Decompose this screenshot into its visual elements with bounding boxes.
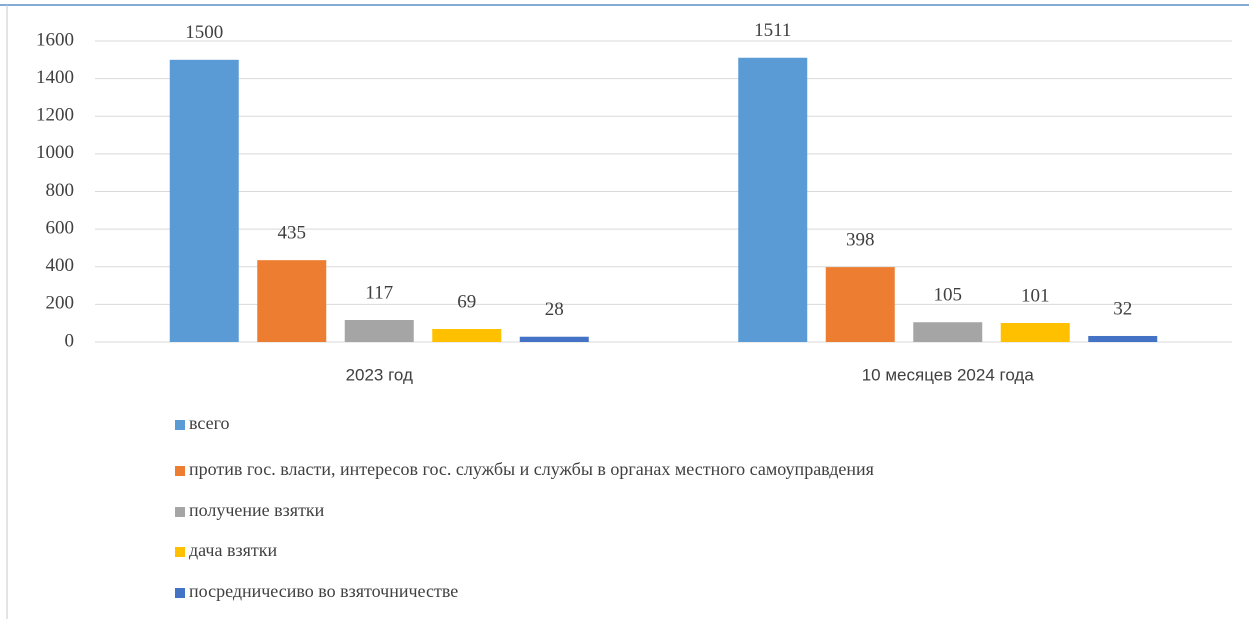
y-tick-label: 0 bbox=[65, 330, 75, 351]
legend-swatch bbox=[175, 547, 185, 557]
data-label: 32 bbox=[1113, 298, 1132, 319]
x-tick-label: 2023 год bbox=[346, 365, 413, 384]
y-tick-label: 800 bbox=[46, 180, 75, 201]
y-tick-label: 1400 bbox=[36, 67, 74, 88]
y-tick-label: 1600 bbox=[36, 29, 74, 50]
data-label: 1500 bbox=[185, 22, 223, 43]
data-label: 435 bbox=[278, 223, 307, 244]
bar bbox=[257, 260, 327, 342]
legend-swatch bbox=[175, 507, 185, 517]
bar bbox=[1000, 322, 1070, 342]
legend-swatch bbox=[175, 420, 185, 430]
data-label: 398 bbox=[846, 229, 875, 250]
data-label: 101 bbox=[1021, 285, 1050, 306]
legend-label: всего bbox=[189, 413, 230, 433]
bar bbox=[913, 322, 983, 342]
y-tick-label: 1200 bbox=[36, 105, 74, 126]
y-tick-label: 200 bbox=[46, 293, 75, 314]
legend-label: против гос. власти, интересов гос. служб… bbox=[189, 459, 874, 479]
legend-swatch bbox=[175, 466, 185, 476]
data-label: 117 bbox=[365, 282, 393, 303]
legend-swatch bbox=[175, 588, 185, 598]
bar bbox=[738, 57, 808, 342]
bar bbox=[519, 336, 589, 342]
y-tick-label: 600 bbox=[46, 217, 75, 238]
data-label: 28 bbox=[545, 299, 564, 320]
data-label: 105 bbox=[934, 285, 963, 306]
data-label: 1511 bbox=[754, 20, 791, 41]
legend-label: посредничесиво во взяточничестве bbox=[189, 581, 458, 601]
y-tick-label: 1000 bbox=[36, 142, 74, 163]
bar bbox=[169, 59, 239, 342]
y-tick-label: 400 bbox=[46, 255, 75, 276]
bar bbox=[825, 267, 895, 342]
legend-label: дача взятки bbox=[189, 540, 277, 560]
bar bbox=[1088, 335, 1158, 342]
bar bbox=[344, 319, 414, 342]
x-tick-label: 10 месяцев 2024 года bbox=[862, 365, 1035, 384]
data-label: 69 bbox=[457, 291, 476, 312]
legend-label: получение взятки bbox=[189, 500, 325, 520]
bar bbox=[432, 329, 502, 342]
